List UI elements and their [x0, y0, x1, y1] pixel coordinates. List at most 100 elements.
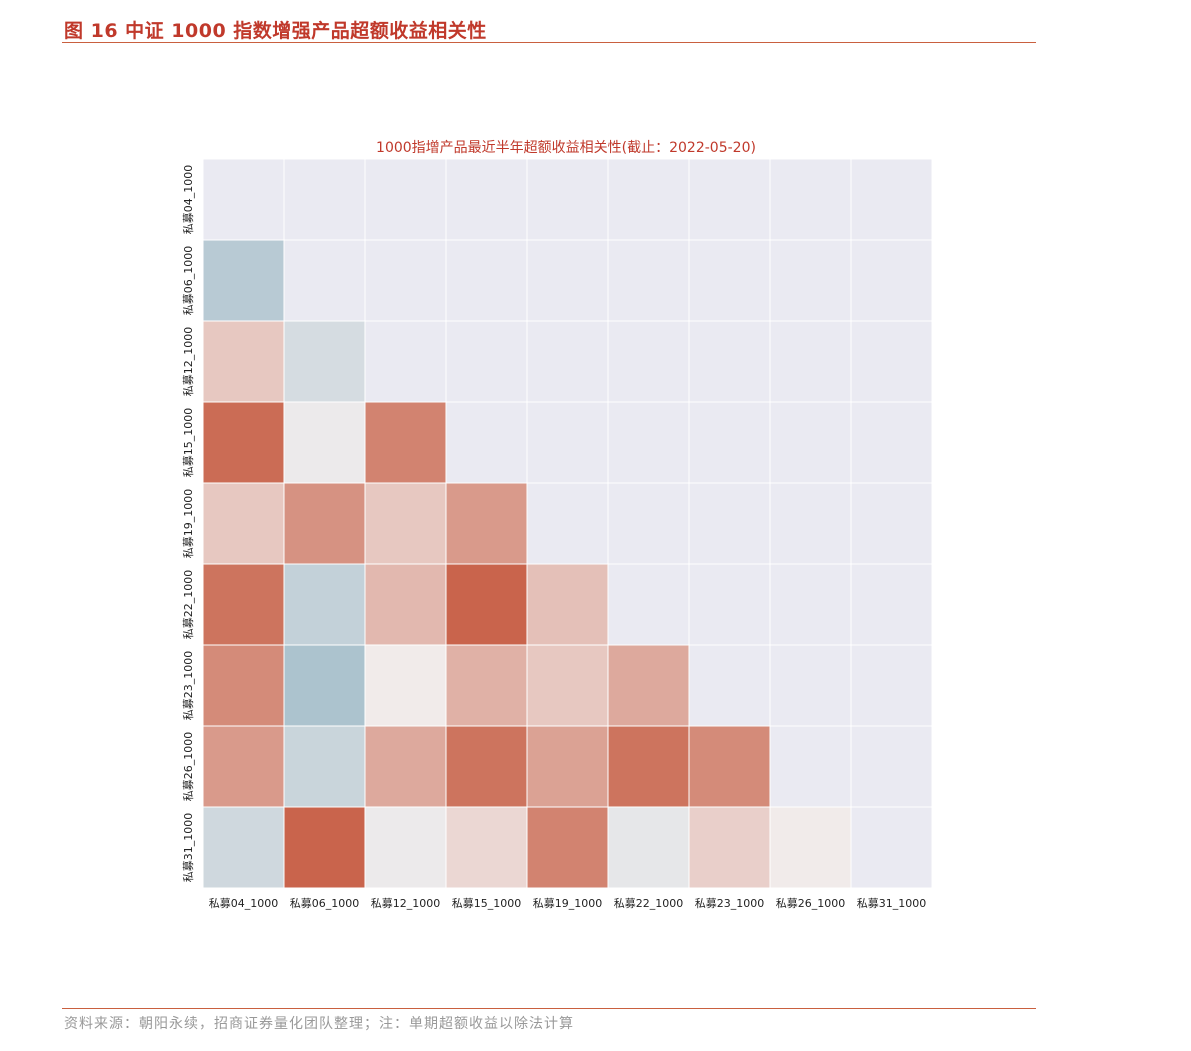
heatmap-empty-cell [607, 401, 690, 484]
heatmap-cell [283, 401, 366, 484]
heatmap-cell [202, 401, 285, 484]
heatmap-empty-cell [607, 563, 690, 646]
heatmap-empty-cell [688, 158, 771, 241]
heatmap-empty-cell [526, 158, 609, 241]
heatmap-cell [364, 806, 447, 889]
heatmap-cell [283, 725, 366, 808]
y-tick-label: 私募12_1000 [182, 327, 195, 397]
heatmap-empty-cell [526, 320, 609, 403]
heatmap-empty-cell [850, 563, 933, 646]
heatmap-cell [526, 806, 609, 889]
figure-title: 图 16 中证 1000 指数增强产品超额收益相关性 [64, 20, 487, 42]
x-tick-label: 私募06_1000 [290, 897, 360, 910]
heatmap-empty-cell [607, 239, 690, 322]
heatmap-empty-cell [283, 158, 366, 241]
heatmap-cell [364, 401, 447, 484]
heatmap-cell [202, 482, 285, 565]
heatmap-empty-cell [850, 725, 933, 808]
heatmap-cell [202, 806, 285, 889]
y-tick-label: 私募22_1000 [182, 570, 195, 640]
heatmap-empty-cell [769, 725, 852, 808]
heatmap-cell [526, 644, 609, 727]
heatmap-empty-cell [850, 482, 933, 565]
x-tick-label: 私募26_1000 [776, 897, 846, 910]
heatmap-empty-cell [688, 239, 771, 322]
heatmap-cell [283, 482, 366, 565]
chart-title: 1000指增产品最近半年超额收益相关性(截止：2022-05-20) [376, 140, 756, 156]
x-tick-label: 私募22_1000 [614, 897, 684, 910]
x-axis-tick-labels: 私募04_1000 私募06_1000 私募12_1000 私募15_1000 私募19… [209, 897, 927, 910]
heatmap-cell [202, 563, 285, 646]
y-tick-label: 私募23_1000 [182, 651, 195, 721]
heatmap-cell [283, 644, 366, 727]
heatmap-cell [607, 644, 690, 727]
heatmap-empty-cell [445, 401, 528, 484]
y-tick-label: 私募15_1000 [182, 408, 195, 478]
heatmap-empty-cell [769, 401, 852, 484]
heatmap-empty-cell [850, 158, 933, 241]
y-tick-label: 私募26_1000 [182, 732, 195, 802]
heatmap-empty-cell [769, 158, 852, 241]
source-note: 资料来源：朝阳永续，招商证券量化团队整理；注：单期超额收益以除法计算 [64, 1016, 574, 1032]
title-divider [62, 42, 1036, 43]
heatmap-cell [688, 725, 771, 808]
heatmap-empty-cell [688, 320, 771, 403]
heatmap-empty-cell [769, 563, 852, 646]
heatmap-empty-cell [769, 320, 852, 403]
heatmap-empty-cell [688, 563, 771, 646]
heatmap-empty-cell [364, 320, 447, 403]
heatmap-empty-cell [364, 239, 447, 322]
heatmap-empty-cell [445, 158, 528, 241]
heatmap-cell [364, 725, 447, 808]
heatmap-empty-cell [688, 644, 771, 727]
heatmap-cell [283, 806, 366, 889]
heatmap-cell [445, 806, 528, 889]
heatmap-empty-cell [283, 239, 366, 322]
heatmap-empty-cell [526, 482, 609, 565]
heatmap-empty-cell [607, 320, 690, 403]
heatmap-empty-cell [769, 644, 852, 727]
heatmap-cell [364, 482, 447, 565]
heatmap-empty-cell [850, 239, 933, 322]
heatmap-cell [445, 644, 528, 727]
x-tick-label: 私募12_1000 [371, 897, 441, 910]
heatmap-empty-cell [688, 401, 771, 484]
source-divider [62, 1008, 1036, 1009]
x-tick-label: 私募31_1000 [857, 897, 927, 910]
heatmap-empty-cell [850, 644, 933, 727]
y-tick-label: 私募31_1000 [182, 813, 195, 883]
y-tick-label: 私募19_1000 [182, 489, 195, 559]
heatmap-cell [202, 644, 285, 727]
heatmap-cell [526, 563, 609, 646]
heatmap-cell [364, 563, 447, 646]
heatmap-empty-cell [769, 239, 852, 322]
heatmap-empty-cell [607, 482, 690, 565]
heatmap-empty-cell [445, 239, 528, 322]
heatmap-empty-cell [769, 482, 852, 565]
heatmap-empty-cell [445, 320, 528, 403]
heatmap-cell [283, 563, 366, 646]
correlation-heatmap: 1000指增产品最近半年超额收益相关性(截止：2022-05-20) 私募04_… [182, 140, 933, 910]
heatmap-cell [202, 239, 285, 322]
heatmap-cell [526, 725, 609, 808]
heatmap-cell [445, 563, 528, 646]
x-tick-label: 私募23_1000 [695, 897, 765, 910]
heatmap-cell [364, 644, 447, 727]
heatmap-empty-cell [850, 806, 933, 889]
heatmap-empty-cell [850, 401, 933, 484]
y-tick-label: 私募04_1000 [182, 165, 195, 235]
heatmap-empty-cell [202, 158, 285, 241]
heatmap-cell [202, 725, 285, 808]
heatmap-empty-cell [526, 239, 609, 322]
heatmap-cell [445, 725, 528, 808]
heatmap-empty-cell [688, 482, 771, 565]
heatmap-cell [202, 320, 285, 403]
y-axis-tick-labels: 私募04_1000 私募06_1000 私募12_1000 私募15_1000 私募19… [182, 165, 195, 883]
heatmap-cell [769, 806, 852, 889]
heatmap-cell [607, 725, 690, 808]
heatmap-cell [607, 806, 690, 889]
heatmap-cell [688, 806, 771, 889]
heatmap-cells [202, 158, 933, 889]
heatmap-empty-cell [364, 158, 447, 241]
x-tick-label: 私募04_1000 [209, 897, 279, 910]
